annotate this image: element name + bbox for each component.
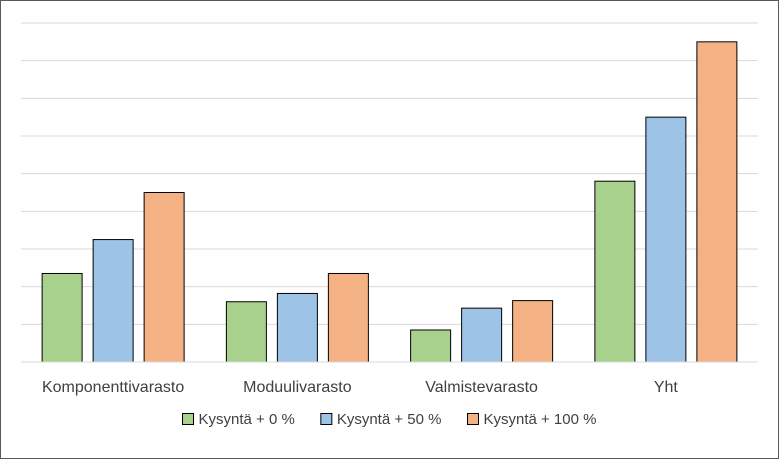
x-tick-label: Moduulivarasto <box>243 379 352 396</box>
bar-2-2 <box>512 300 554 363</box>
legend-label: Kysyntä + 50 % <box>337 411 442 428</box>
x-tick-label: Valmistevarasto <box>425 379 538 396</box>
x-tick-label: Yht <box>654 379 679 396</box>
legend-swatch <box>466 413 479 425</box>
x-tick-label: Komponenttivarasto <box>42 379 184 396</box>
bar-3-0 <box>594 180 636 363</box>
legend-label: Kysyntä + 100 % <box>483 411 596 428</box>
bar-1-0 <box>225 301 267 363</box>
bar-3-2 <box>696 41 738 363</box>
legend-swatch <box>182 413 195 425</box>
bar-2-1 <box>461 307 503 363</box>
bar-0-0 <box>41 272 83 363</box>
bar-0-1 <box>92 239 134 363</box>
bar-1-2 <box>327 272 369 363</box>
bars <box>41 41 738 363</box>
bar-0-2 <box>143 192 185 363</box>
legend-label: Kysyntä + 0 % <box>199 411 295 428</box>
bar-3-1 <box>645 116 687 363</box>
bar-2-0 <box>410 329 452 363</box>
bar-1-1 <box>276 292 318 363</box>
x-axis-labels: Komponenttivarasto Moduulivarasto Valmiste… <box>42 379 678 396</box>
legend: Kysyntä + 0 % Kysyntä + 50 % Kysyntä + 100… <box>182 411 596 428</box>
legend-swatch <box>320 413 333 425</box>
